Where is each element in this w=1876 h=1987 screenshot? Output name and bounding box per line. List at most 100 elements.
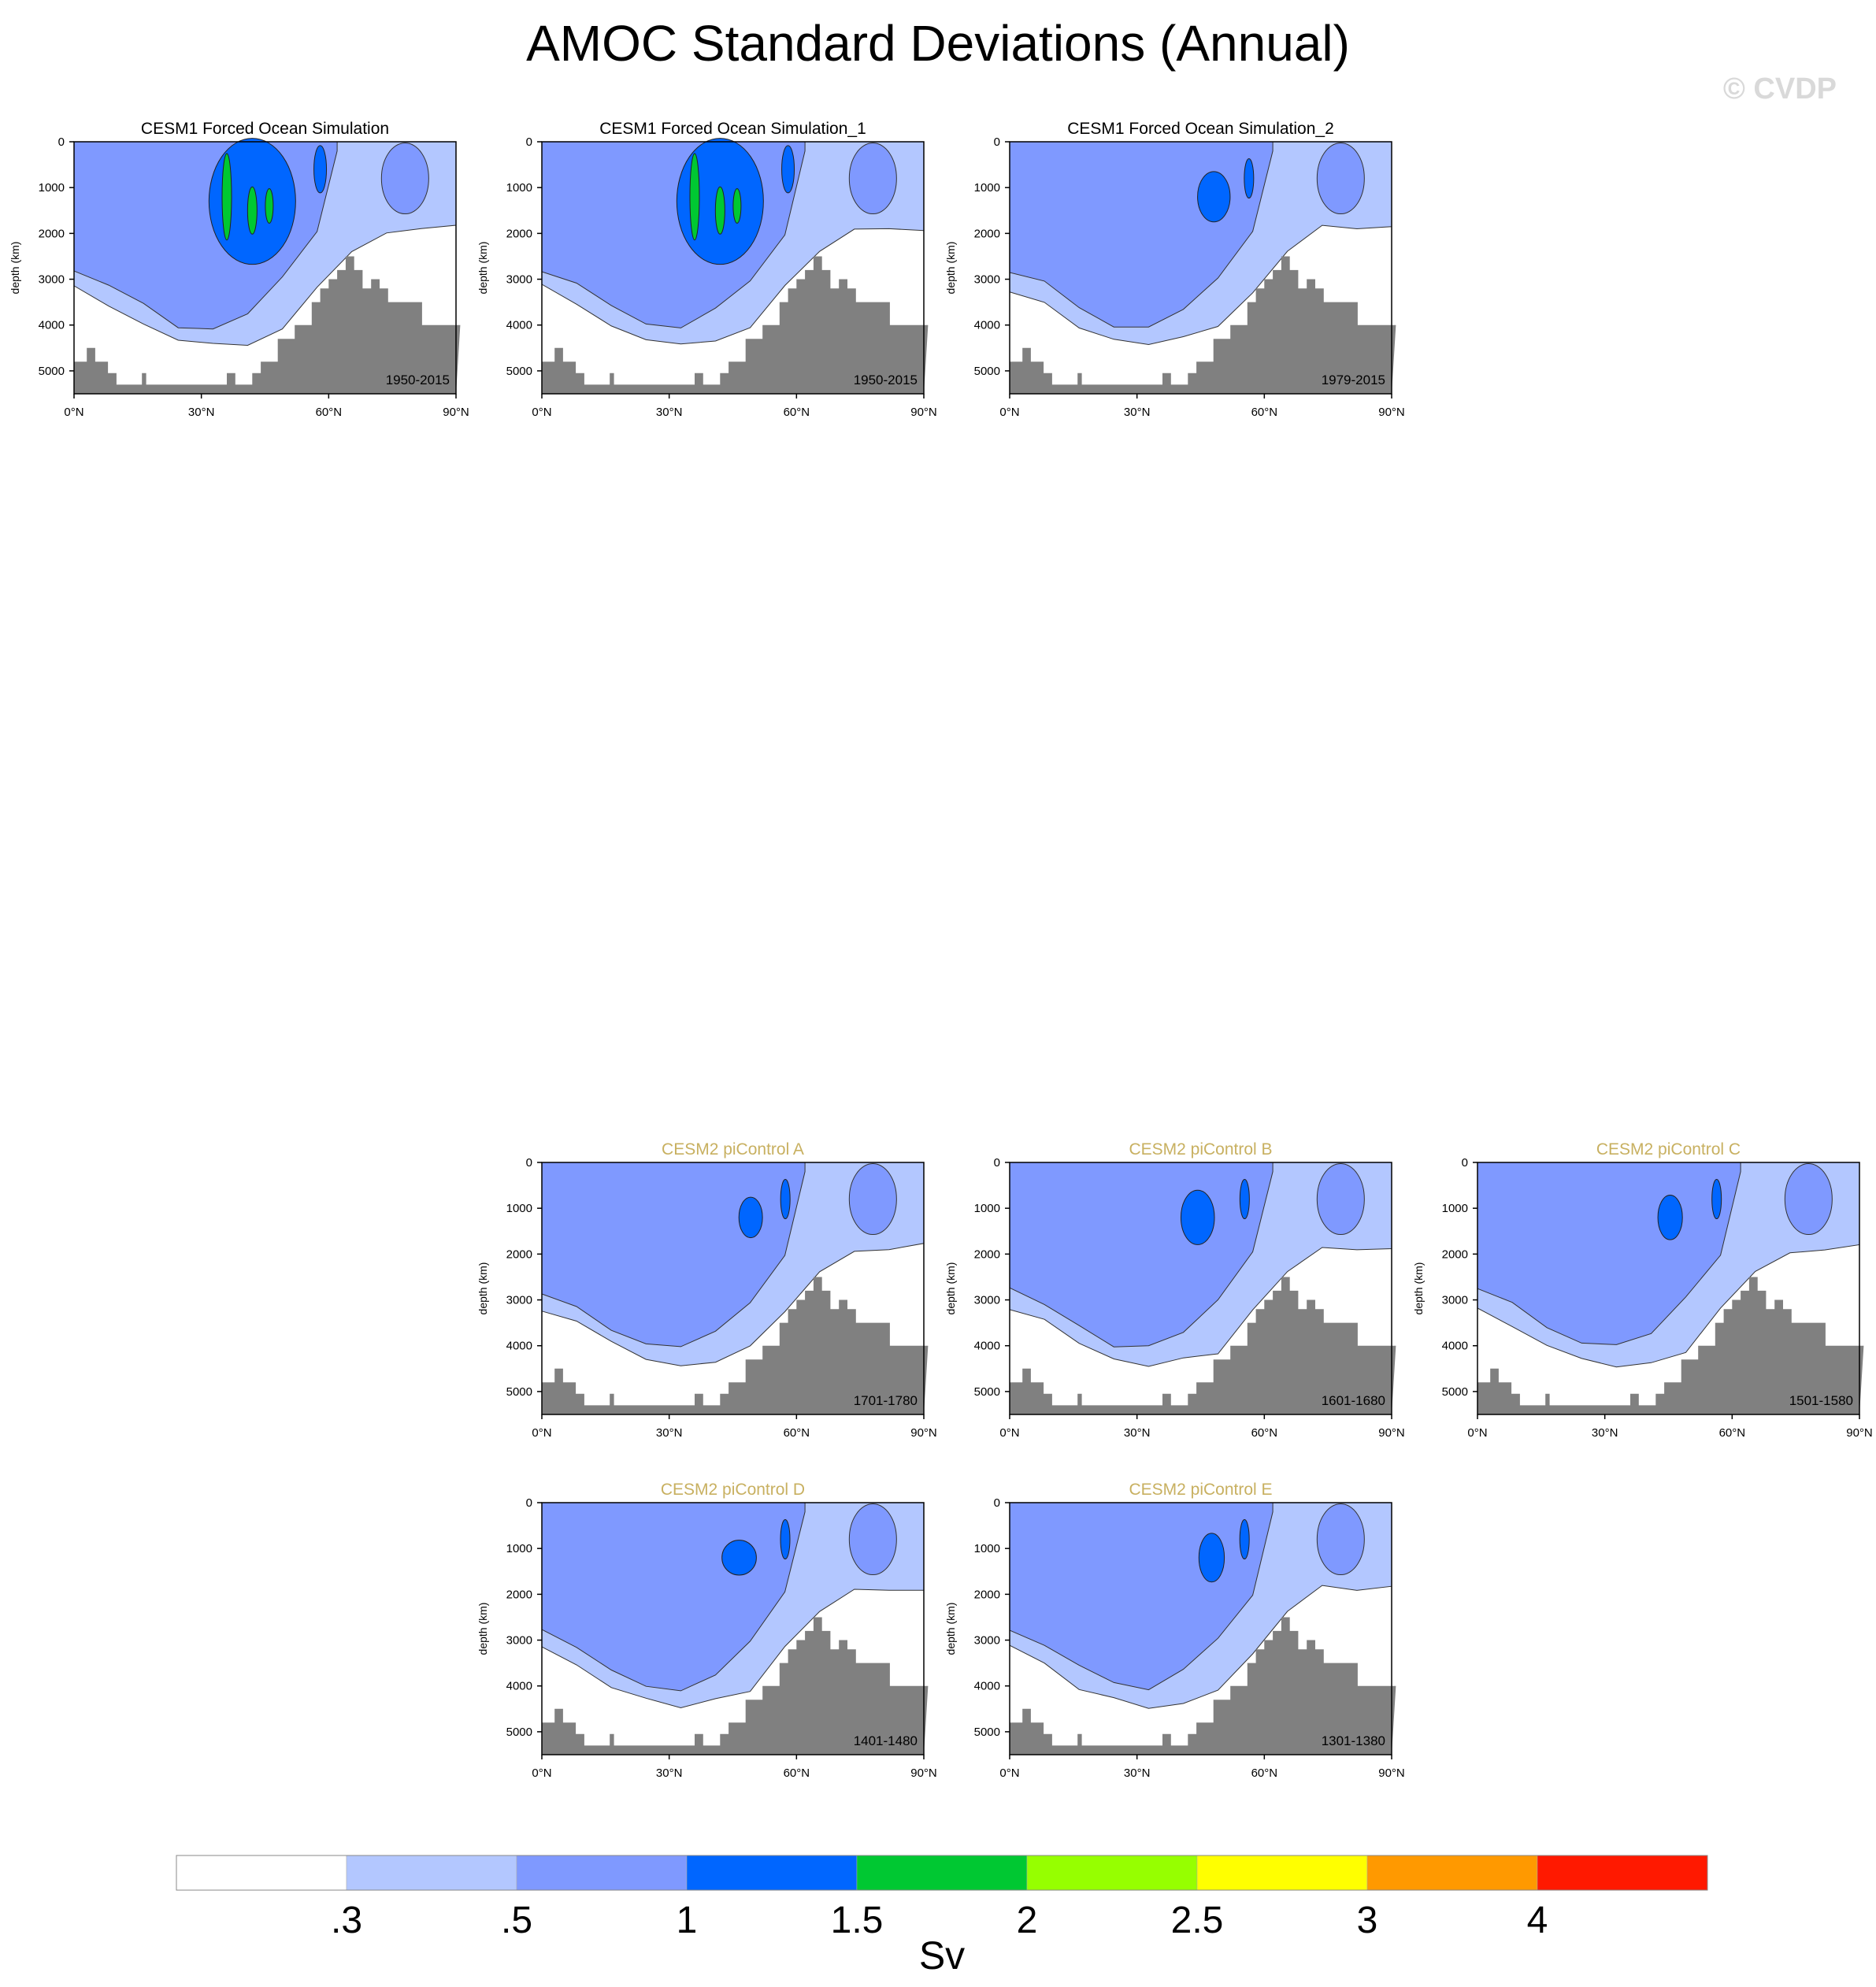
panel-5: 0 1000 2000 3000 4000 5000 0°N 30°N 60°N 90°N dept…: [944, 1140, 1405, 1440]
contour-1: [1657, 1194, 1683, 1240]
panel-title: CESM1 Forced Ocean Simulation_2: [1067, 120, 1334, 138]
panel-frame: [541, 141, 925, 395]
y-tick-label: 3000: [506, 1634, 532, 1648]
contour-1: [1198, 1533, 1225, 1583]
panel-frame: [1009, 141, 1392, 395]
y-tick-label: 1000: [974, 1202, 1000, 1215]
x-tick-label: 60°N: [784, 1766, 810, 1780]
contour-1.5-a: [221, 153, 232, 241]
colorbar-unit-label: Sv: [919, 1933, 965, 1978]
x-tick-label: 30°N: [656, 1426, 683, 1440]
seafloor-land: [1477, 1277, 1864, 1414]
x-tick-label: 90°N: [910, 406, 937, 419]
colorbar-swatch: [516, 1855, 688, 1891]
y-tick-label: 5000: [39, 365, 65, 378]
colorbar-swatch: [856, 1855, 1028, 1891]
y-axis-label: depth (km): [476, 242, 489, 295]
contour-1: [1180, 1189, 1215, 1245]
contour-0.5-north: [1784, 1163, 1833, 1236]
panel-period: 1979-2015: [1322, 373, 1385, 387]
contour-1-b: [781, 145, 795, 194]
panel-frame: [1477, 1162, 1860, 1415]
y-axis-label: depth (km): [944, 1262, 957, 1315]
colorbar-swatch: [1366, 1855, 1538, 1891]
colorbar-swatch: [686, 1855, 858, 1891]
y-tick-label: 1000: [506, 181, 532, 195]
y-tick-label: 2000: [1442, 1247, 1468, 1261]
y-tick-label: 2000: [974, 227, 1000, 240]
x-tick-label: 60°N: [316, 406, 343, 419]
x-tick-label: 60°N: [1251, 1766, 1278, 1780]
contour-1.5-c: [732, 187, 742, 224]
x-tick-label: 30°N: [188, 406, 215, 419]
y-tick-label: 0: [526, 1496, 532, 1510]
y-tick-label: 2000: [506, 1247, 532, 1261]
x-tick-label: 60°N: [1251, 406, 1278, 419]
x-tick-label: 30°N: [656, 406, 683, 419]
colorbar-tick-label: 1: [677, 1900, 698, 1941]
x-tick-label: 0°N: [532, 406, 551, 419]
contour-0.5-north: [848, 1163, 897, 1236]
panel-4: 0 1000 2000 3000 4000 5000 0°N 30°N 60°N 90°N dept…: [476, 1140, 937, 1440]
y-tick-label: 4000: [974, 1680, 1000, 1693]
panel-title: CESM2 piControl C: [1596, 1140, 1741, 1158]
y-tick-label: 3000: [974, 1634, 1000, 1648]
panel-period: 1301-1380: [1322, 1733, 1385, 1748]
contour-1-b: [1244, 158, 1255, 199]
y-tick-label: 5000: [974, 1726, 1000, 1739]
x-tick-label: 90°N: [443, 406, 469, 419]
y-tick-label: 5000: [506, 1385, 532, 1399]
colorbar-tick-label: 2: [1017, 1900, 1038, 1941]
cvdp-watermark: © CVDP: [1722, 72, 1837, 106]
seafloor-land: [74, 256, 461, 394]
y-tick-label: 1000: [1442, 1202, 1468, 1215]
panel-8: 0 1000 2000 3000 4000 5000 0°N 30°N 60°N 90°N dept…: [944, 1481, 1405, 1780]
colorbar-swatch: [176, 1855, 347, 1891]
x-tick-label: 30°N: [656, 1766, 683, 1780]
x-tick-label: 30°N: [1124, 1766, 1151, 1780]
x-tick-label: 30°N: [1592, 1426, 1618, 1440]
contour-1: [1197, 171, 1231, 223]
y-axis-label: depth (km): [1412, 1262, 1425, 1315]
x-tick-label: 0°N: [532, 1426, 551, 1440]
colorbar-tick-label: 3: [1357, 1900, 1378, 1941]
seafloor-land: [542, 1617, 929, 1755]
x-tick-label: 90°N: [1846, 1426, 1873, 1440]
y-tick-label: 3000: [506, 273, 532, 287]
panel-frame: [1009, 1502, 1392, 1755]
x-tick-label: 90°N: [1378, 1766, 1405, 1780]
x-tick-label: 0°N: [532, 1766, 551, 1780]
x-tick-label: 0°N: [64, 406, 83, 419]
panel-frame: [541, 1162, 925, 1415]
panel-title: CESM2 piControl A: [662, 1140, 804, 1158]
x-tick-label: 60°N: [784, 406, 810, 419]
y-tick-label: 2000: [506, 227, 532, 240]
y-tick-label: 5000: [506, 365, 532, 378]
contour-0.5-north: [848, 1503, 897, 1576]
colorbar-tick-label: .5: [501, 1900, 532, 1941]
x-tick-label: 60°N: [1251, 1426, 1278, 1440]
y-tick-label: 5000: [974, 365, 1000, 378]
x-tick-label: 0°N: [999, 1766, 1019, 1780]
colorbar-tick-label: 4: [1527, 1900, 1548, 1941]
contour-1-b: [1239, 1519, 1250, 1560]
y-axis-label: depth (km): [476, 1603, 489, 1655]
contour-1: [721, 1540, 757, 1576]
seafloor-land: [542, 1277, 929, 1414]
panel-2: 0 1000 2000 3000 4000 5000 0°N 30°N 60°N 90°N dept…: [476, 120, 937, 419]
panel-title: CESM2 piControl B: [1129, 1140, 1272, 1158]
colorbar-swatch: [1026, 1855, 1198, 1891]
y-tick-label: 4000: [974, 1340, 1000, 1353]
contour-0.5-north: [1316, 1163, 1365, 1236]
contour-0.5-north: [848, 143, 897, 215]
contour-1-b: [313, 145, 328, 194]
y-tick-label: 2000: [506, 1588, 532, 1601]
y-tick-label: 0: [1462, 1156, 1468, 1170]
y-tick-label: 3000: [39, 273, 65, 287]
seafloor-land: [542, 256, 929, 394]
y-tick-label: 3000: [974, 273, 1000, 287]
panel-frame: [1009, 1162, 1392, 1415]
y-axis-label: depth (km): [944, 242, 957, 295]
contour-0.5-north: [1316, 1503, 1365, 1576]
